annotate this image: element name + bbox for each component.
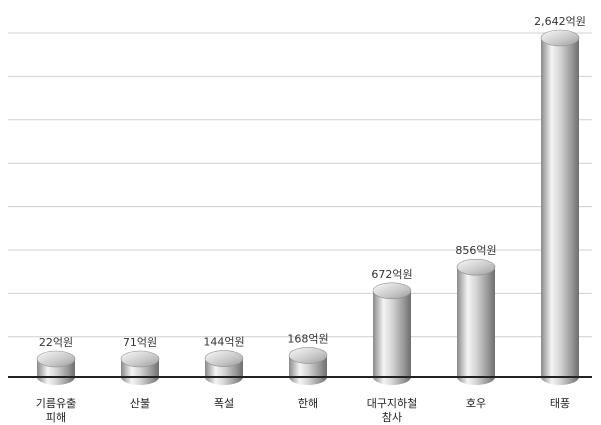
category-label: 산불 — [130, 397, 150, 410]
category-label: 태풍 — [550, 397, 570, 410]
value-label: 22억원 — [39, 336, 73, 349]
bars — [36, 29, 580, 385]
value-label: 856억원 — [455, 244, 496, 257]
category-label: 대구지하철 참사 — [367, 396, 418, 424]
value-label: 168억원 — [287, 332, 328, 345]
category-labels: 기름유출 피해 산불 폭설 한해 대구지하철 참사 호우 태풍 — [36, 396, 570, 424]
bar — [540, 29, 580, 385]
category-label: 호우 — [466, 397, 486, 410]
grid-lines — [8, 32, 592, 338]
value-labels: 22억원 71억원 144억원 168억원 672억원 856억원 2,642억원 — [39, 15, 586, 349]
bar — [204, 350, 244, 385]
bar — [36, 350, 76, 385]
value-label: 2,642억원 — [534, 15, 586, 28]
value-label: 71억원 — [123, 336, 157, 349]
bar — [120, 350, 160, 385]
category-label: 기름유출 피해 — [36, 397, 76, 424]
category-label: 폭설 — [214, 397, 234, 410]
category-label: 한해 — [298, 396, 318, 410]
bar — [288, 347, 328, 385]
value-label: 672억원 — [371, 268, 412, 281]
bar — [456, 258, 496, 385]
bar — [372, 282, 412, 385]
value-label: 144억원 — [203, 336, 244, 349]
